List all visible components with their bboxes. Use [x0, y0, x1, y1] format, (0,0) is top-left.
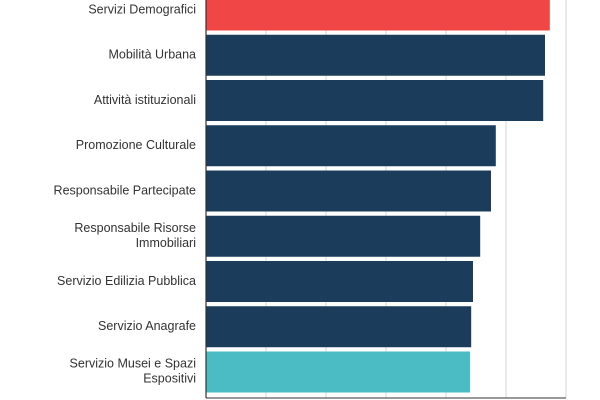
bar [206, 0, 550, 31]
y-tick-label: Responsabile Partecipate [54, 183, 196, 197]
bar [206, 306, 472, 348]
bar [206, 215, 481, 257]
y-tick-label: Mobilità Urbana [108, 48, 196, 62]
bar [206, 125, 496, 167]
y-tick-label: Attività istituzionali [94, 93, 196, 107]
y-tick-label: Promozione Culturale [76, 138, 196, 152]
y-tick-label: Responsabile Risorse Immobiliari [74, 221, 196, 250]
bar [206, 351, 470, 393]
bar [206, 34, 545, 76]
bar [206, 170, 491, 212]
y-tick-label: Servizio Edilizia Pubblica [57, 274, 196, 288]
bar [206, 80, 544, 121]
bar [206, 261, 473, 302]
y-tick-label: Servizio Musei e Spazi Espositivi [70, 357, 196, 386]
y-tick-label: Servizio Anagrafe [98, 319, 196, 333]
y-tick-label: Servizi Demografici [88, 2, 196, 16]
